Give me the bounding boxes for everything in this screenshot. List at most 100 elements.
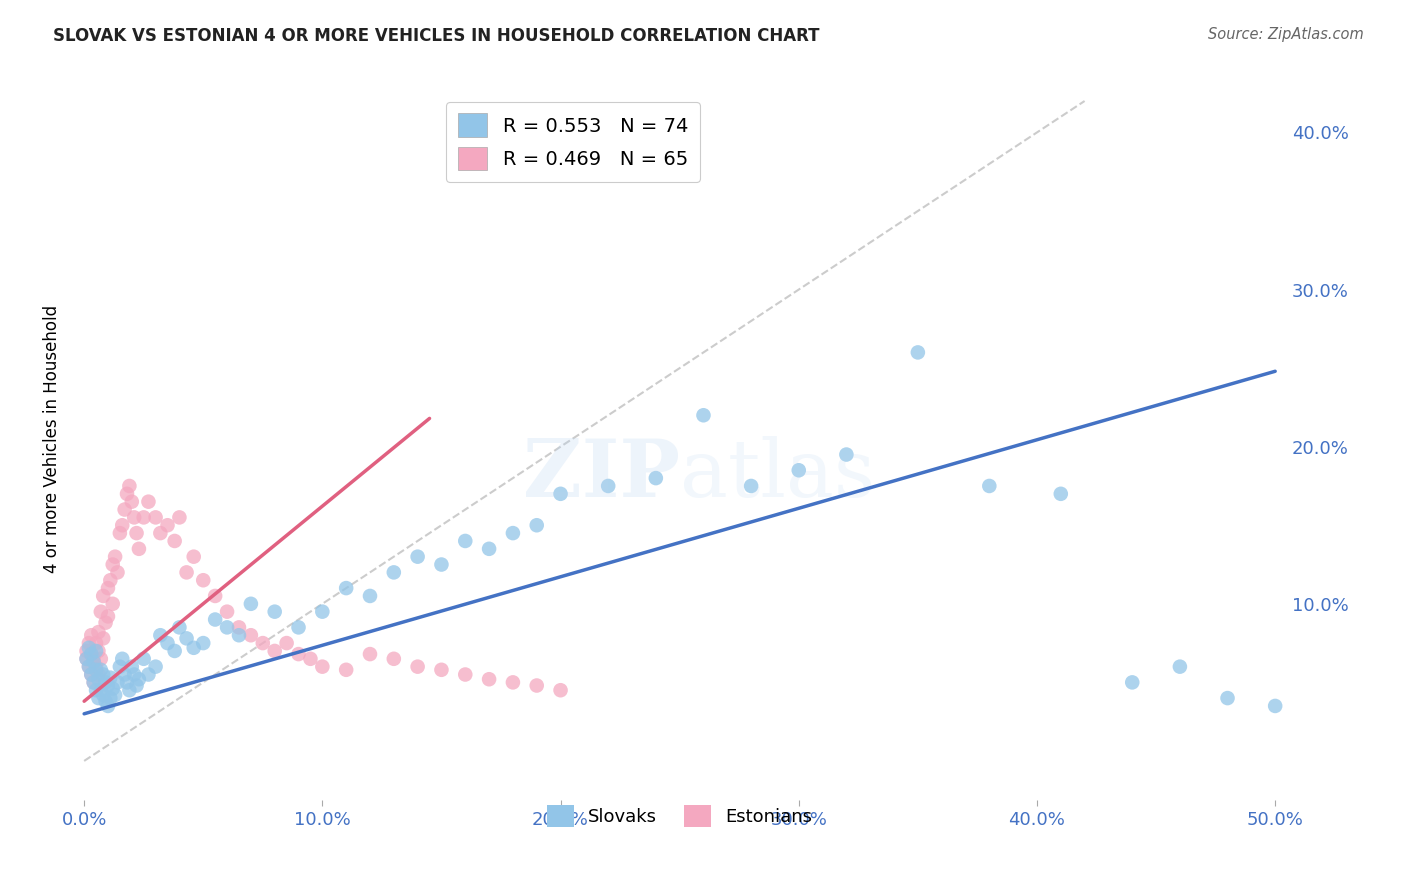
Point [644,471,666,485]
Point [252,636,274,650]
Point [107,675,129,690]
Point [145,659,167,673]
Point [97,581,120,595]
Point [97,679,120,693]
Point [84,659,107,673]
Point [77,659,100,673]
Point [835,448,858,462]
Point [132,510,155,524]
Point [87,625,110,640]
Point [239,628,262,642]
Point [115,487,138,501]
Point [125,526,148,541]
Point [108,659,131,673]
Point [87,644,110,658]
Point [149,628,172,642]
Point [94,615,117,630]
Point [478,672,501,686]
Point [193,573,215,587]
Point [502,675,524,690]
Point [204,613,226,627]
Point [598,479,620,493]
Point [98,691,121,706]
Point [111,652,134,666]
Point [94,694,117,708]
Point [91,589,114,603]
Point [118,683,141,698]
Point [183,549,205,564]
Point [84,683,107,698]
Point [90,683,112,698]
Point [115,675,138,690]
Point [204,589,226,603]
Point [907,345,929,359]
Point [215,605,238,619]
Point [98,573,121,587]
Point [276,636,298,650]
Point [156,518,179,533]
Text: SLOVAK VS ESTONIAN 4 OR MORE VEHICLES IN HOUSEHOLD CORRELATION CHART: SLOVAK VS ESTONIAN 4 OR MORE VEHICLES IN… [53,27,820,45]
Point [98,671,121,685]
Point [128,672,150,686]
Point [87,691,110,706]
Point [430,558,453,572]
Point [263,605,285,619]
Point [787,463,810,477]
Point [121,659,143,673]
Point [97,609,120,624]
Point [125,679,148,693]
Point [156,636,179,650]
Point [163,644,186,658]
Point [526,518,548,533]
Point [145,510,167,524]
Point [80,667,103,681]
Point [84,644,107,658]
Point [382,566,405,580]
Text: Source: ZipAtlas.com: Source: ZipAtlas.com [1208,27,1364,42]
Point [478,541,501,556]
Point [90,663,112,677]
Point [176,632,198,646]
Point [550,683,572,698]
Point [359,647,381,661]
Point [454,667,477,681]
Point [107,566,129,580]
Point [163,533,186,548]
Point [215,620,238,634]
Point [335,663,357,677]
Text: atlas: atlas [679,436,875,514]
Point [299,652,322,666]
Point [83,675,105,690]
Y-axis label: 4 or more Vehicles in Household: 4 or more Vehicles in Household [44,305,60,573]
Point [77,640,100,655]
Point [335,581,357,595]
Point [1216,691,1239,706]
Point [114,502,136,516]
Point [80,628,103,642]
Point [118,479,141,493]
Point [76,644,98,658]
Point [76,652,98,666]
Point [169,510,191,524]
Point [979,479,1001,493]
Point [121,494,143,508]
Point [91,667,114,681]
Point [692,409,714,423]
Point [80,667,103,681]
Point [83,655,105,669]
Point [149,526,172,541]
Point [101,558,124,572]
Point [94,675,117,690]
Point [228,628,250,642]
Point [454,533,477,548]
Point [740,479,762,493]
Point [287,647,309,661]
Point [114,667,136,681]
Point [77,636,100,650]
Point [228,620,250,634]
Point [169,620,191,634]
Point [122,510,145,524]
Point [104,688,127,702]
Point [91,632,114,646]
Point [132,652,155,666]
